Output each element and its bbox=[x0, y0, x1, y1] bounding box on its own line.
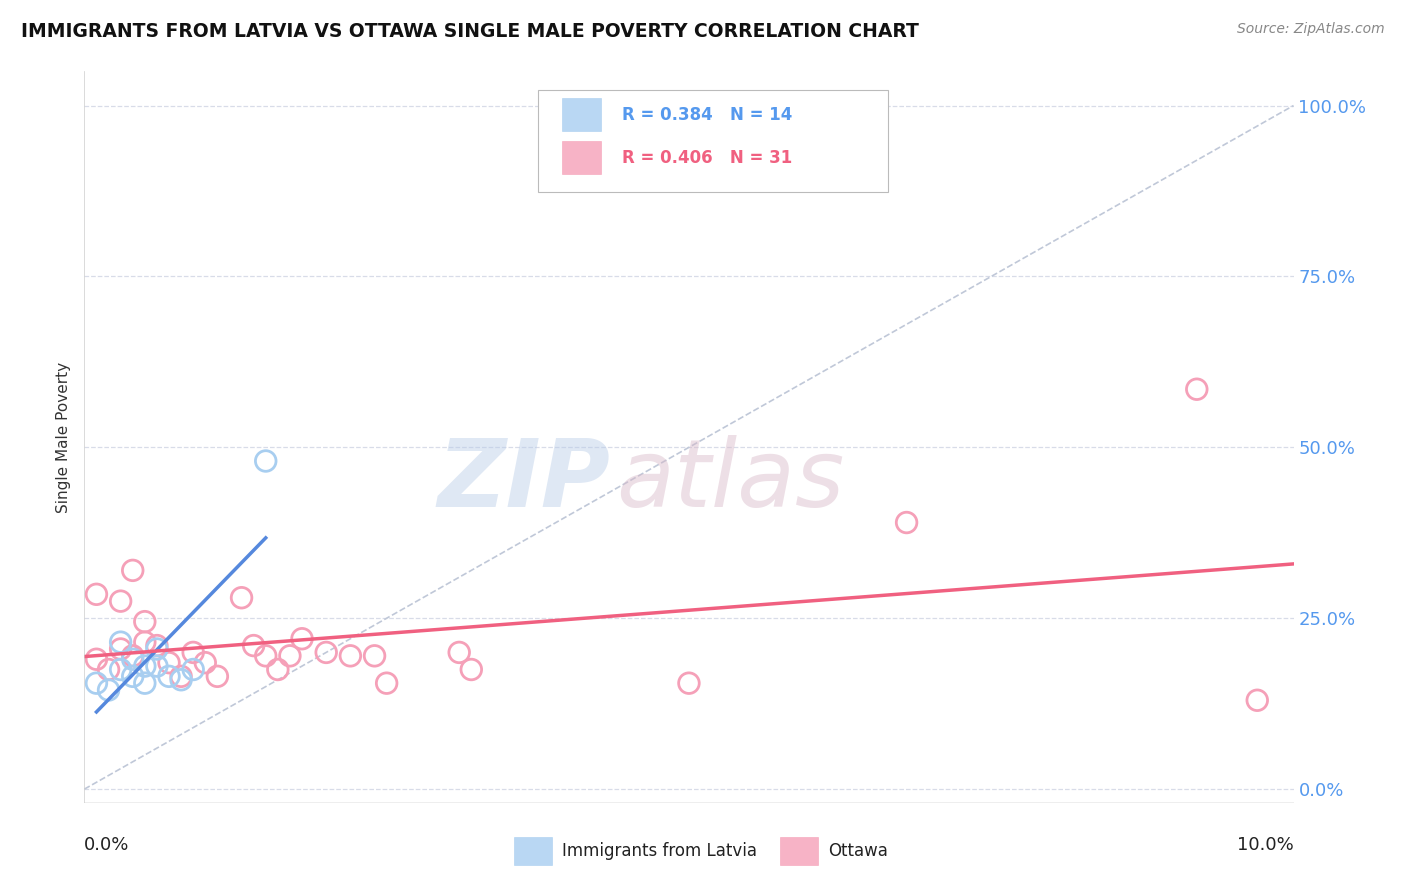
Point bbox=[278, 648, 301, 663]
Text: 10.0%: 10.0% bbox=[1237, 836, 1294, 854]
Point bbox=[146, 659, 169, 673]
Point bbox=[110, 642, 132, 657]
Point bbox=[121, 563, 143, 577]
Text: 0.0%: 0.0% bbox=[84, 836, 129, 854]
FancyBboxPatch shape bbox=[513, 838, 553, 865]
Point bbox=[291, 632, 314, 646]
Point bbox=[121, 652, 143, 666]
Point bbox=[157, 669, 180, 683]
Point bbox=[678, 676, 700, 690]
Text: Immigrants from Latvia: Immigrants from Latvia bbox=[562, 842, 756, 860]
Y-axis label: Single Male Poverty: Single Male Poverty bbox=[56, 361, 72, 513]
Point bbox=[86, 676, 108, 690]
Point bbox=[207, 669, 229, 683]
Point bbox=[363, 648, 385, 663]
Point bbox=[181, 663, 204, 677]
Point bbox=[267, 663, 290, 677]
Point bbox=[1185, 382, 1208, 396]
Point bbox=[449, 645, 471, 659]
Point bbox=[181, 645, 204, 659]
Point bbox=[146, 642, 169, 657]
Point bbox=[157, 656, 180, 670]
Point bbox=[242, 639, 264, 653]
Point bbox=[254, 648, 277, 663]
Point bbox=[134, 659, 156, 673]
Point bbox=[134, 635, 156, 649]
Point bbox=[339, 648, 361, 663]
FancyBboxPatch shape bbox=[562, 98, 600, 131]
Point bbox=[121, 669, 143, 683]
Point bbox=[110, 663, 132, 677]
Text: atlas: atlas bbox=[616, 435, 845, 526]
Text: Source: ZipAtlas.com: Source: ZipAtlas.com bbox=[1237, 22, 1385, 37]
Point bbox=[254, 454, 277, 468]
Text: Ottawa: Ottawa bbox=[828, 842, 887, 860]
Point bbox=[134, 615, 156, 629]
Point bbox=[1246, 693, 1268, 707]
Point bbox=[231, 591, 253, 605]
Point bbox=[315, 645, 337, 659]
FancyBboxPatch shape bbox=[780, 838, 818, 865]
Text: R = 0.384   N = 14: R = 0.384 N = 14 bbox=[623, 106, 793, 124]
Point bbox=[86, 652, 108, 666]
Point bbox=[170, 673, 193, 687]
Point bbox=[110, 635, 132, 649]
Point bbox=[134, 676, 156, 690]
Point bbox=[896, 516, 918, 530]
Text: ZIP: ZIP bbox=[437, 435, 610, 527]
FancyBboxPatch shape bbox=[538, 90, 889, 192]
Text: IMMIGRANTS FROM LATVIA VS OTTAWA SINGLE MALE POVERTY CORRELATION CHART: IMMIGRANTS FROM LATVIA VS OTTAWA SINGLE … bbox=[21, 22, 920, 41]
Point bbox=[375, 676, 398, 690]
Point bbox=[86, 587, 108, 601]
Point bbox=[121, 648, 143, 663]
Point bbox=[110, 594, 132, 608]
Point bbox=[460, 663, 482, 677]
Point bbox=[97, 663, 120, 677]
Point bbox=[194, 656, 217, 670]
Point bbox=[170, 669, 193, 683]
FancyBboxPatch shape bbox=[562, 141, 600, 174]
Text: R = 0.406   N = 31: R = 0.406 N = 31 bbox=[623, 149, 793, 167]
Point bbox=[97, 683, 120, 698]
Point bbox=[146, 639, 169, 653]
